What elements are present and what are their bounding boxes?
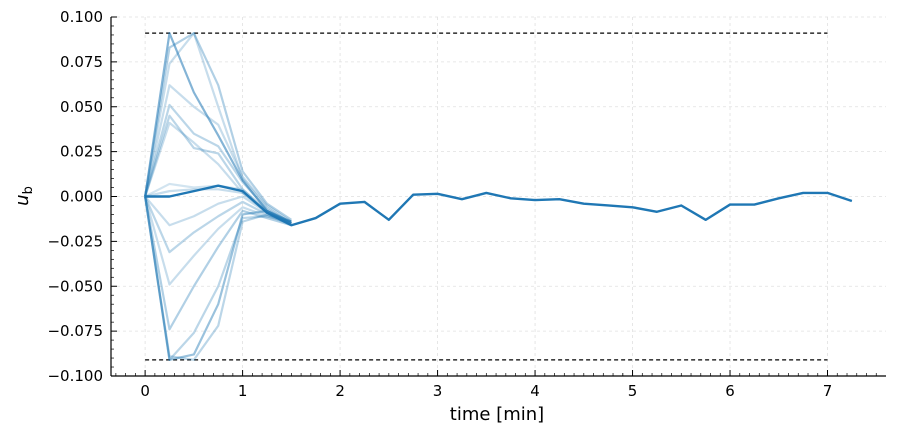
- y-tick-label: 0.075: [60, 53, 103, 71]
- bound-lines: [145, 32, 828, 361]
- faded-series-line: [144, 196, 292, 361]
- y-axis-ticks: 0.100 0.075 0.050 0.025 0.000 −0.025 −0.050 −0.…: [47, 8, 117, 385]
- x-tick-label: 3: [433, 382, 443, 400]
- x-tick-label: 5: [628, 382, 638, 400]
- main-series-group: [145, 184, 853, 227]
- x-tick-label: 0: [140, 382, 150, 400]
- faded-series-line: [144, 196, 292, 361]
- faded-series-line: [144, 196, 292, 254]
- faded-series-line: [144, 114, 292, 227]
- faded-series-line: [144, 196, 292, 361]
- y-axis-label-main: u: [12, 194, 33, 205]
- y-tick-label: −0.100: [47, 367, 103, 385]
- y-tick-label: 0.050: [60, 98, 103, 116]
- faded-series-line: [144, 32, 292, 221]
- faded-series-line: [144, 103, 292, 225]
- x-tick-label: 7: [823, 382, 833, 400]
- x-axis-label: time [min]: [450, 404, 544, 425]
- faded-series-line: [144, 188, 292, 225]
- y-tick-label: 0.025: [60, 143, 103, 161]
- y-tick-label: 0.100: [60, 8, 103, 26]
- faded-series-line: [144, 84, 292, 223]
- faded-series-line: [144, 32, 292, 225]
- faded-series-line: [144, 32, 292, 223]
- x-axis-ticks: 0 1 2 3 4 5 6 7: [115, 370, 877, 400]
- faded-series-line: [144, 196, 292, 286]
- x-tick-label: 2: [335, 382, 345, 400]
- y-tick-label: 0.000: [60, 188, 103, 206]
- y-tick-label: −0.075: [47, 322, 103, 340]
- x-tick-label: 6: [725, 382, 735, 400]
- y-axis-label-sub: b: [21, 186, 36, 194]
- y-axis-label: ub: [12, 186, 36, 206]
- x-tick-label: 1: [238, 382, 248, 400]
- y-tick-label: −0.025: [47, 232, 103, 250]
- faded-series-line: [144, 196, 292, 331]
- x-tick-label: 4: [530, 382, 540, 400]
- y-tick-label: −0.050: [47, 277, 103, 295]
- main-series-line: [145, 184, 853, 227]
